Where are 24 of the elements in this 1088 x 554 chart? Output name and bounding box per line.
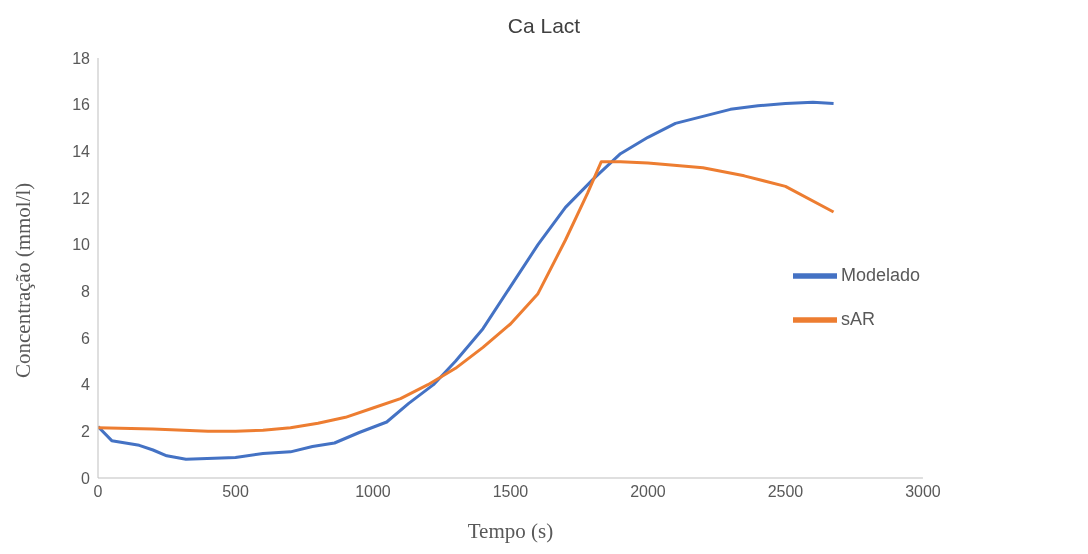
x-tick-label: 500 — [222, 483, 249, 501]
y-tick-label: 16 — [72, 96, 91, 114]
y-tick-label: 0 — [81, 469, 91, 487]
y-tick-label: 4 — [81, 376, 91, 394]
y-tick-label: 10 — [72, 236, 91, 254]
line-series — [98, 160, 836, 433]
y-tick-label: 6 — [81, 329, 91, 347]
x-tick-label: 1000 — [355, 483, 391, 501]
x-tick-label: 3000 — [905, 483, 941, 501]
x-tick-label: 2500 — [767, 483, 804, 501]
y-tick-label: 12 — [72, 189, 91, 207]
chart-title: Ca Lact — [506, 13, 582, 39]
y-tick-label: 18 — [72, 49, 91, 67]
legend-label: sAR — [840, 308, 875, 329]
y-tick-label: 14 — [72, 143, 91, 161]
y-axis-title: Concentração (mmol/l) — [11, 182, 36, 378]
line-series — [98, 100, 836, 461]
x-axis-title: Tempo (s) — [467, 519, 554, 543]
x-tick-label: 0 — [93, 483, 103, 501]
x-tick-label: 2000 — [630, 483, 666, 501]
x-tick-label: 1500 — [492, 483, 529, 501]
legend-label: Modelado — [840, 264, 920, 285]
y-tick-label: 8 — [81, 283, 91, 301]
y-tick-label: 2 — [81, 423, 91, 441]
